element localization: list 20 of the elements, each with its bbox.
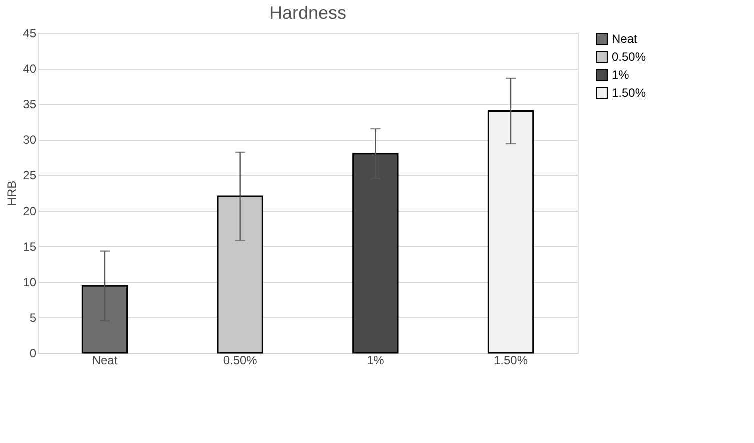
- legend-label: 1.50%: [612, 86, 646, 100]
- y-axis-title: HRB: [5, 180, 20, 206]
- y-tick-label: 40: [23, 62, 37, 76]
- y-tick-label: 10: [23, 275, 37, 290]
- chart-title: Hardness: [269, 3, 347, 23]
- y-tick-label: 15: [23, 240, 37, 254]
- y-tick-label: 35: [23, 98, 37, 112]
- x-tick-label: Neat: [92, 354, 118, 368]
- y-tick-label: 5: [30, 310, 37, 325]
- y-tick-label: 30: [23, 133, 37, 148]
- x-tick-label: 1%: [366, 354, 385, 368]
- y-tick-label: 45: [23, 26, 37, 40]
- legend-label: 0.50%: [612, 50, 646, 64]
- y-tick-label: 0: [30, 346, 37, 360]
- legend-label: Neat: [612, 32, 638, 46]
- x-tick-label: 0.50%: [223, 354, 258, 368]
- legend-label: 1%: [612, 68, 630, 82]
- y-tick-label: 20: [23, 204, 37, 218]
- y-tick-label: 25: [23, 168, 37, 183]
- x-tick-label: 1.50%: [494, 354, 528, 368]
